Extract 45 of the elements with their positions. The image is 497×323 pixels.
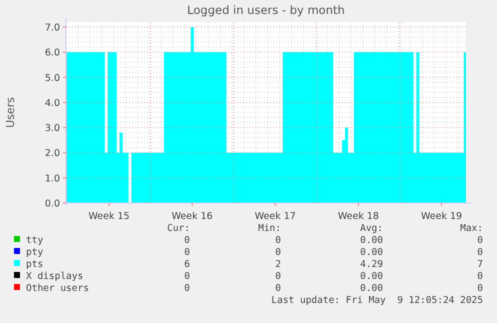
- text: Avg:: [360, 223, 383, 234]
- text: 0.00: [360, 235, 384, 246]
- y-tick-label: 6.0: [44, 48, 60, 59]
- text: 0: [184, 271, 190, 282]
- x-tick-label: Week 15: [88, 211, 130, 222]
- legend-label: Other users: [26, 283, 89, 294]
- y-tick-label: 2.0: [44, 148, 60, 160]
- text: 0: [477, 283, 484, 294]
- text: 4.29: [360, 259, 384, 270]
- x-tick-label: Week 17: [254, 211, 296, 222]
- y-tick-label: 0.0: [44, 198, 60, 210]
- text: 2: [275, 259, 281, 270]
- y-tick-label: 7.0: [44, 22, 60, 34]
- text: 0: [275, 283, 282, 294]
- text: 6: [184, 259, 190, 270]
- x-tick-label: Week 18: [338, 211, 379, 222]
- text: Last update: Fri May 9 12:05:24 2025: [271, 295, 483, 306]
- y-axis-title: Users: [4, 96, 17, 128]
- legend-label: X displays: [26, 271, 84, 282]
- text: 0: [477, 247, 484, 258]
- x-tick-label: Week 19: [420, 211, 462, 222]
- x-tick-label: Week 16: [172, 211, 213, 222]
- y-tick-label: 1.0: [44, 173, 60, 184]
- text: Cur:: [167, 223, 190, 234]
- text: 0.00: [360, 271, 384, 282]
- y-tick-label: 3.0: [44, 123, 60, 134]
- text: 0: [275, 235, 282, 246]
- text: 0: [477, 235, 484, 246]
- text: Min:: [258, 223, 281, 234]
- text: 7: [477, 259, 483, 270]
- text: 0.00: [360, 283, 384, 294]
- text: 0: [275, 247, 282, 258]
- legend-label: tty: [26, 235, 44, 246]
- chart-title: Logged in users - by month: [187, 3, 345, 17]
- text: 0.00: [360, 247, 384, 258]
- y-tick-label: 5.0: [44, 72, 60, 84]
- legend-label: pts: [26, 259, 44, 270]
- text: 0: [184, 283, 190, 294]
- text: 0: [275, 271, 282, 282]
- text: 0: [477, 271, 484, 282]
- text: 0: [184, 235, 190, 246]
- text: 0: [184, 247, 190, 258]
- legend-label: pty: [26, 247, 44, 258]
- text: Max:: [460, 223, 483, 234]
- y-tick-label: 4.0: [44, 98, 60, 109]
